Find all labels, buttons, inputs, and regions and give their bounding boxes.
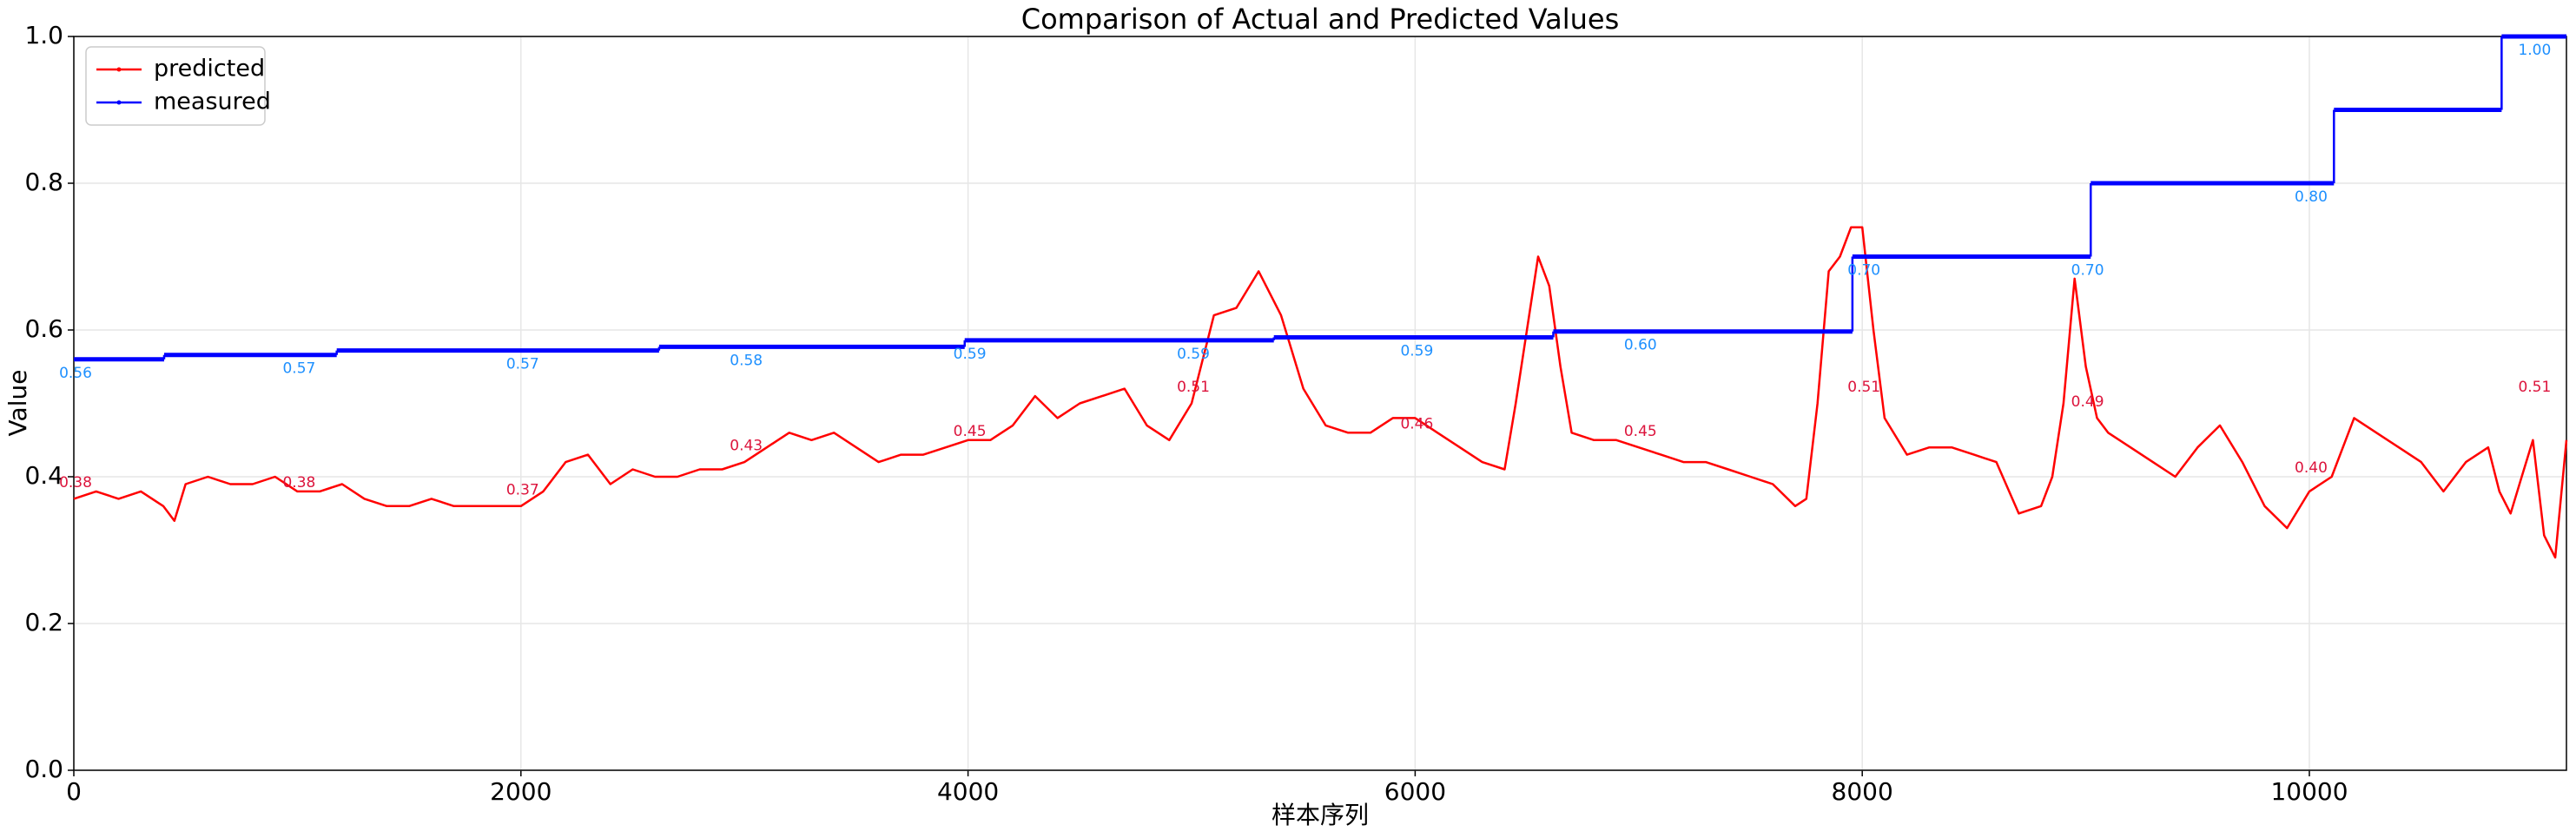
value-label: 0.59	[1177, 346, 1210, 363]
value-label: 0.57	[506, 356, 539, 373]
y-tick-label: 0.8	[24, 168, 63, 196]
value-label: 0.45	[1624, 423, 1657, 440]
legend-marker	[116, 67, 122, 72]
y-axis-label: Value	[3, 370, 32, 437]
legend-box	[85, 46, 266, 126]
x-tick-label: 0	[66, 777, 82, 806]
chart-title: Comparison of Actual and Predicted Value…	[1021, 3, 1620, 36]
line-series	[73, 226, 2568, 559]
value-label: 0.37	[506, 481, 539, 498]
legend: predicted measured	[85, 46, 271, 126]
legend-marker	[116, 100, 122, 105]
value-label: 0.57	[282, 360, 315, 378]
value-label: 0.49	[2071, 393, 2104, 411]
value-label: 0.43	[730, 438, 763, 455]
value-label: 0.45	[954, 423, 987, 440]
x-tick-label: 10000	[2270, 777, 2348, 806]
value-label: 0.38	[282, 474, 315, 492]
y-tick-label: 0.4	[24, 461, 63, 490]
value-label: 0.40	[2295, 459, 2328, 477]
value-label: 0.70	[2071, 262, 2104, 280]
value-label: 0.51	[1177, 379, 1210, 396]
value-label: 0.80	[2295, 188, 2328, 206]
x-axis-label: 样本序列	[1271, 801, 1369, 829]
y-tick-label: 1.0	[24, 21, 63, 49]
value-label: 0.46	[1400, 415, 1433, 432]
legend-label: measured	[154, 89, 271, 115]
value-label: 0.38	[59, 474, 92, 492]
plot-frame	[73, 36, 2567, 771]
x-tick-label: 2000	[490, 777, 552, 806]
value-label: 0.51	[1847, 379, 1880, 396]
x-tick-label: 6000	[1384, 777, 1446, 806]
legend-label: predicted	[154, 56, 265, 82]
value-label: 0.56	[59, 365, 92, 382]
y-tick-label: 0.2	[24, 608, 63, 637]
value-label: 0.59	[954, 346, 987, 363]
y-tick-label: 0.0	[24, 755, 63, 783]
value-label: 1.00	[2518, 42, 2551, 59]
x-tick-label: 4000	[937, 777, 999, 806]
x-tick-label: 8000	[1832, 777, 1893, 806]
value-label: 0.51	[2518, 379, 2551, 396]
value-label: 0.59	[1400, 342, 1433, 360]
value-label: 0.60	[1624, 337, 1657, 354]
value-label: 0.70	[1847, 262, 1880, 280]
value-label: 0.58	[730, 352, 763, 369]
y-tick-label: 0.6	[24, 314, 63, 343]
